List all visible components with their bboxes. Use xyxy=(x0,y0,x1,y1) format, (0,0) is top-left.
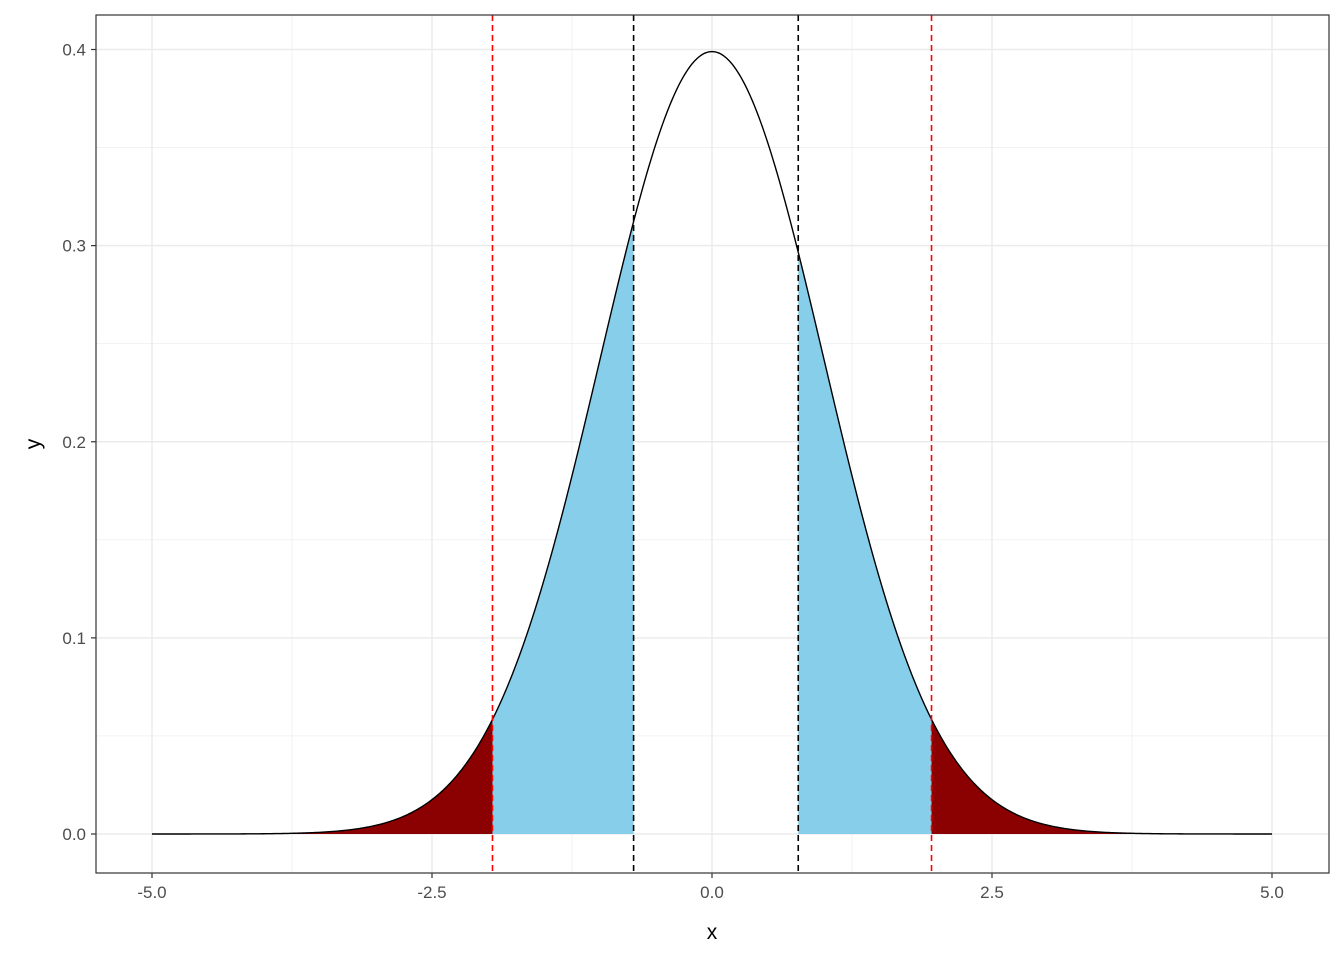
x-tick-label: -5.0 xyxy=(137,883,166,902)
y-axis: 0.0 0.1 0.2 0.3 0.4 xyxy=(62,41,96,844)
vertical-lines xyxy=(491,15,933,873)
y-axis-title: y xyxy=(22,438,45,449)
shaded-region xyxy=(931,719,1272,834)
x-tick-label: 2.5 xyxy=(980,883,1004,902)
x-axis: -5.0 -2.5 0.0 2.5 5.0 xyxy=(137,873,1284,902)
shaded-region xyxy=(492,221,634,835)
y-tick-label: 0.0 xyxy=(62,825,86,844)
y-tick-label: 0.1 xyxy=(62,629,86,648)
x-axis-title: x xyxy=(707,921,718,944)
shaded-regions xyxy=(152,221,1272,835)
y-tick-label: 0.2 xyxy=(62,433,86,452)
y-tick-label: 0.4 xyxy=(62,41,86,60)
x-tick-label: 5.0 xyxy=(1260,883,1284,902)
x-tick-label: 0.0 xyxy=(700,883,724,902)
shaded-region xyxy=(152,719,493,834)
x-tick-label: -2.5 xyxy=(417,883,446,902)
shaded-region xyxy=(798,252,932,835)
density-curve xyxy=(152,50,1272,835)
grid-major xyxy=(96,15,1329,873)
y-tick-label: 0.3 xyxy=(62,237,86,256)
